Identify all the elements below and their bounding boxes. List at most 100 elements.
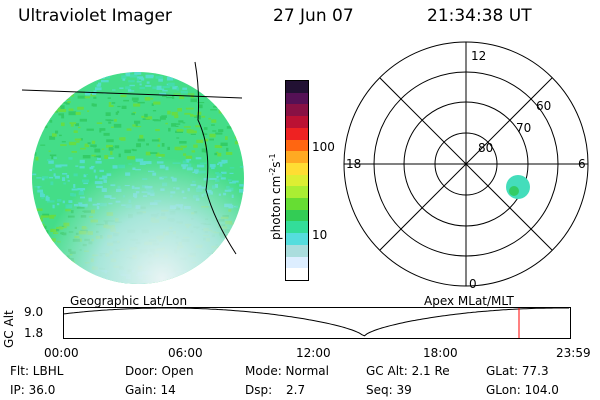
- uv-pixel: [221, 106, 225, 111]
- uv-pixel: [43, 83, 51, 85]
- uv-pixel: [195, 78, 203, 81]
- uv-pixel: [48, 100, 57, 104]
- uv-pixel: [127, 283, 134, 284]
- uv-pixel: [63, 259, 70, 262]
- altitude-plot: [63, 307, 571, 339]
- colorbar-swatch: [286, 221, 308, 234]
- uv-pixel: [242, 127, 244, 129]
- mode-status: Mode: Normal: [245, 364, 329, 378]
- uv-pixel: [52, 73, 60, 77]
- uv-pixel: [93, 275, 96, 278]
- uv-pixel: [79, 284, 85, 286]
- uv-pixel: [91, 70, 97, 72]
- uv-pixel: [38, 77, 44, 80]
- uv-pixel: [238, 242, 243, 245]
- uv-pixel: [98, 72, 105, 77]
- uv-pixel: [183, 277, 188, 280]
- uv-pixel: [197, 268, 205, 271]
- uv-pixel: [243, 222, 244, 226]
- polar-plot: 12 0 18 6 60 70 80: [343, 41, 589, 291]
- uv-pixel: [86, 75, 91, 79]
- filter-status: Flt: LBHL: [10, 364, 64, 378]
- uv-pixel: [48, 106, 56, 110]
- colorbar-swatch: [286, 151, 308, 163]
- uv-pixel: [242, 87, 244, 90]
- colorbar-unit-label: photon cm-2s-1: [268, 153, 283, 240]
- polar-label-6: 6: [578, 157, 586, 171]
- uv-pixel: [238, 121, 244, 125]
- uv-pixel: [40, 255, 46, 257]
- uv-pixel: [234, 244, 238, 248]
- colorbar-swatch: [286, 139, 308, 152]
- meridian-line: [194, 61, 237, 255]
- uv-pixel: [34, 285, 41, 288]
- uv-pixel: [225, 249, 231, 253]
- uv-pixel: [190, 272, 198, 275]
- uv-pixel: [61, 280, 69, 282]
- uv-pixel: [182, 72, 186, 75]
- uv-pixel: [33, 231, 36, 235]
- uv-pixel: [243, 231, 244, 233]
- uv-pixel: [45, 117, 51, 119]
- altitude-curve: [63, 307, 569, 337]
- uv-pixel: [232, 245, 237, 247]
- uv-pixel: [225, 72, 232, 74]
- uv-pixel: [241, 108, 244, 110]
- uv-pixel: [42, 88, 48, 90]
- uv-pixel: [210, 87, 215, 91]
- uv-pixel: [40, 234, 43, 237]
- uv-pixel: [56, 73, 59, 76]
- uv-pixel: [228, 277, 233, 280]
- uv-pixel: [38, 97, 46, 99]
- uv-pixel: [198, 279, 205, 283]
- uv-pixel: [140, 283, 145, 284]
- uv-pixel: [216, 279, 223, 282]
- uv-pixel: [236, 259, 244, 264]
- colorbar-swatch: [286, 104, 308, 117]
- uv-pixel: [57, 101, 63, 105]
- polar-label-70: 70: [516, 121, 531, 135]
- colorbar-swatch: [286, 162, 308, 175]
- uv-pixel: [35, 119, 39, 123]
- colorbar-swatch: [286, 186, 308, 199]
- uv-pixel: [218, 247, 226, 251]
- uv-pixel: [36, 128, 43, 133]
- uv-pixel: [36, 76, 41, 80]
- uv-pixel: [178, 76, 183, 80]
- polar-label-80: 80: [478, 141, 493, 155]
- uv-pixel: [61, 266, 69, 269]
- uv-pixel: [204, 282, 210, 284]
- uv-pixel: [41, 107, 47, 112]
- dsp-value: 2.7: [286, 383, 306, 397]
- uv-pixel: [38, 111, 41, 114]
- uv-pixel: [94, 281, 98, 284]
- uv-pixel: [91, 282, 95, 284]
- xtick-1800: 18:00: [423, 346, 458, 360]
- uv-pixel: [242, 204, 244, 207]
- uv-pixel: [245, 191, 248, 194]
- uv-pixel: [40, 235, 44, 239]
- uv-pixel: [242, 72, 244, 75]
- polar-diagonal-2: [379, 77, 553, 251]
- uv-pixel: [95, 280, 99, 282]
- uv-pixel: [227, 95, 234, 97]
- uv-pixel: [59, 95, 66, 100]
- colorbar-swatch: [286, 198, 308, 210]
- uv-pixel: [69, 79, 77, 84]
- uv-pixel: [203, 277, 209, 280]
- uv-pixel: [36, 252, 43, 254]
- geographic-label: Geographic Lat/Lon: [70, 294, 188, 308]
- uv-pixel: [245, 139, 252, 141]
- altitude-ymax: 9.0: [24, 305, 44, 319]
- uv-pixel: [201, 73, 206, 77]
- uv-pixel: [33, 98, 39, 102]
- colorbar: [285, 80, 309, 281]
- uv-pixel: [203, 273, 211, 277]
- uv-pixel: [33, 125, 36, 128]
- uv-pixel: [65, 72, 68, 73]
- uv-pixel: [98, 71, 102, 72]
- uv-pixel: [50, 98, 57, 103]
- gain-status: Gain: 14: [125, 383, 176, 397]
- uv-pixel: [67, 264, 75, 266]
- uv-pixel: [53, 274, 58, 278]
